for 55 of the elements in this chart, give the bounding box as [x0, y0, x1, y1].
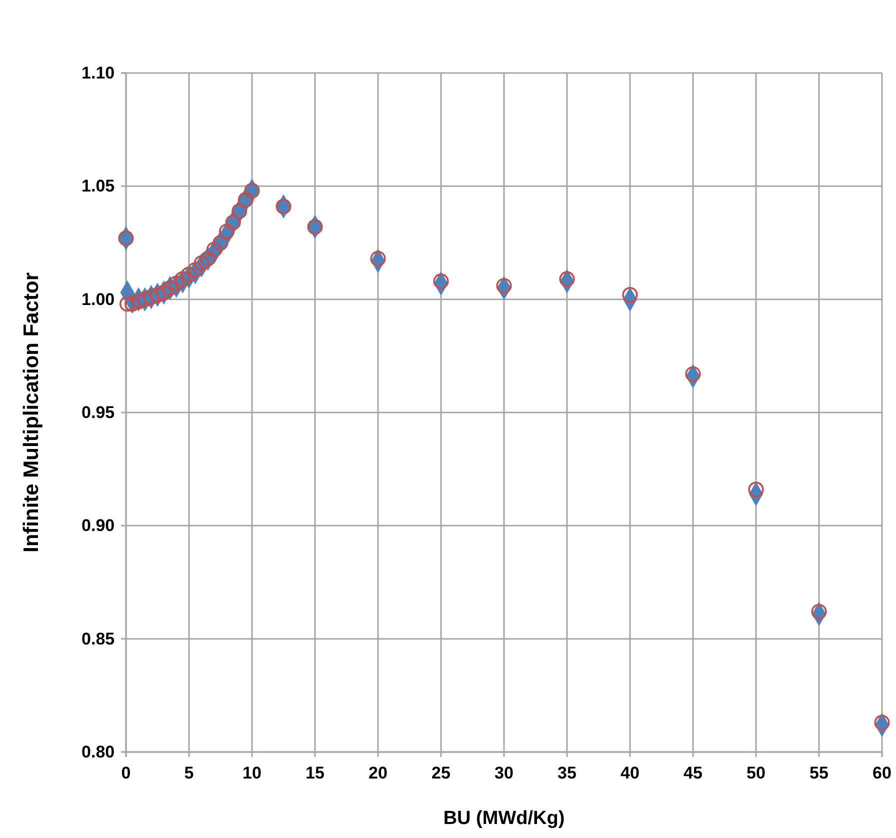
point	[137, 292, 153, 308]
point	[685, 366, 701, 382]
y-tick-label: 0.80	[82, 742, 115, 762]
x-tick-label: 55	[810, 764, 828, 783]
point	[276, 198, 292, 214]
point	[307, 219, 323, 235]
y-tick-label: 1.10	[82, 63, 115, 82]
x-tick-label: 60	[872, 764, 892, 783]
x-tick-label: 35	[558, 764, 576, 783]
point	[232, 203, 248, 219]
point	[212, 234, 228, 251]
point	[181, 266, 197, 282]
point	[748, 482, 764, 498]
x-tick-label: 20	[368, 764, 388, 783]
point	[559, 271, 575, 287]
point	[143, 289, 160, 305]
point	[225, 214, 241, 230]
point	[370, 250, 386, 266]
point	[200, 250, 216, 266]
point	[119, 296, 136, 312]
point	[811, 604, 827, 620]
x-tick-label: 40	[620, 764, 640, 783]
point	[124, 296, 140, 312]
point	[433, 273, 449, 290]
x-tick-label: 0	[121, 764, 131, 783]
point	[238, 192, 254, 208]
point	[174, 271, 191, 287]
y-tick-label: 1.05	[82, 176, 115, 196]
x-tick-label: 15	[306, 764, 324, 783]
y-tick-label: 1.00	[82, 290, 115, 309]
y-axis-title: Infinite Multiplication Factor	[20, 272, 43, 552]
point	[162, 280, 178, 296]
y-tick-label: 0.85	[82, 629, 115, 648]
point	[168, 276, 184, 292]
x-tick-label: 25	[432, 764, 450, 783]
x-tick-label: 45	[684, 764, 702, 783]
x-axis-title: BU (MWd/Kg)	[443, 808, 565, 829]
x-tick-label: 5	[184, 764, 194, 783]
point	[194, 255, 210, 271]
y-tick-label: 0.90	[82, 516, 115, 536]
point	[206, 242, 222, 258]
x-tick-label: 10	[242, 764, 262, 783]
point	[156, 284, 172, 300]
x-tick-label: 30	[494, 764, 514, 783]
point	[244, 182, 260, 198]
x-tick-label: 50	[746, 764, 766, 783]
point	[496, 278, 512, 294]
point	[218, 224, 235, 240]
point	[187, 262, 204, 278]
point	[118, 230, 134, 246]
point	[150, 287, 166, 303]
point	[130, 294, 146, 310]
point	[874, 714, 890, 730]
point	[622, 287, 638, 303]
y-tick-label: 0.95	[82, 402, 115, 422]
